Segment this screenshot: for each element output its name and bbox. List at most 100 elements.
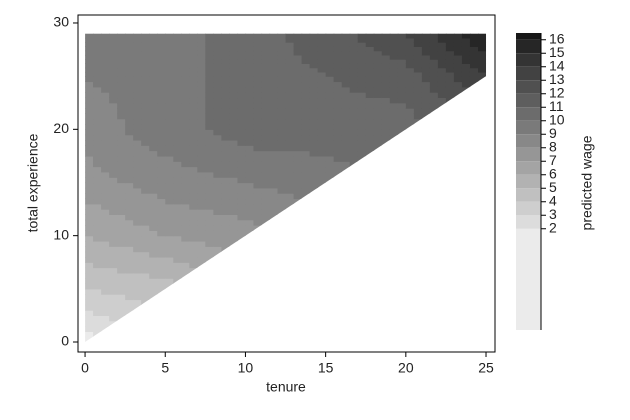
contour-cell: [165, 71, 174, 77]
contour-cell: [205, 145, 214, 152]
contour-cell: [397, 118, 407, 125]
colorbar-band: [516, 174, 541, 189]
contour-cell: [301, 102, 311, 109]
contour-cell: [477, 155, 487, 162]
contour-cell: [309, 262, 319, 269]
contour-cell: [237, 331, 247, 338]
contour-cell: [85, 230, 94, 237]
contour-cell: [93, 198, 102, 205]
contour-cell: [261, 246, 271, 253]
contour-cell: [445, 108, 455, 114]
contour-cell: [133, 262, 142, 269]
contour-cell: [205, 71, 214, 77]
contour-cell: [229, 336, 239, 343]
contour-cell: [85, 113, 94, 120]
contour-cell: [197, 272, 206, 279]
contour-cell: [101, 71, 110, 77]
contour-cell: [213, 331, 222, 338]
contour-cell: [245, 108, 255, 114]
contour-cell: [461, 59, 471, 64]
contour-cell: [93, 288, 102, 295]
contour-cell: [261, 161, 271, 168]
contour-cell: [333, 97, 343, 104]
contour-cell: [189, 33, 198, 39]
contour-cell: [469, 161, 479, 168]
contour-cell: [237, 219, 247, 226]
contour-cell: [133, 161, 142, 168]
contour-cell: [101, 246, 110, 253]
contour-cell: [181, 129, 190, 136]
contour-cell: [285, 278, 295, 285]
contour-cell: [373, 182, 383, 189]
contour-cell: [277, 155, 287, 162]
contour-cell: [333, 209, 343, 215]
contour-cell: [341, 108, 351, 114]
contour-cell: [205, 203, 214, 210]
contour-cell: [93, 108, 102, 114]
contour-cell: [117, 46, 126, 52]
contour-cell: [125, 81, 134, 88]
contour-cell: [237, 171, 247, 178]
contour-cell: [333, 118, 343, 125]
contour-cell: [157, 203, 166, 210]
contour-cell: [373, 171, 383, 178]
contour-cell: [133, 225, 142, 231]
contour-cell: [109, 33, 118, 39]
contour-cell: [429, 54, 439, 60]
contour-cell: [93, 129, 102, 136]
contour-cell: [133, 182, 142, 189]
contour-cell: [269, 124, 279, 130]
contour-cell: [437, 76, 447, 83]
contour-cell: [389, 182, 399, 189]
contour-cell: [221, 171, 231, 178]
contour-cell: [181, 283, 190, 290]
contour-cell: [157, 54, 166, 60]
contour-cell: [309, 214, 319, 221]
contour-cell: [101, 161, 110, 168]
contour-cell: [165, 235, 174, 242]
contour-cell: [301, 76, 311, 83]
contour-cell: [181, 272, 190, 279]
contour-cell: [181, 37, 190, 43]
contour-cell: [269, 225, 279, 231]
contour-cell: [213, 150, 222, 157]
contour-cell: [181, 177, 190, 184]
contour-cell: [93, 214, 102, 221]
contour-cell: [269, 240, 279, 247]
contour-cell: [341, 187, 351, 194]
contour-cell: [165, 267, 174, 274]
contour-cell: [149, 193, 158, 200]
contour-cell: [269, 187, 279, 194]
contour-cell: [101, 177, 110, 184]
contour-cell: [445, 63, 455, 69]
contour-cell: [437, 177, 447, 184]
contour-cell: [357, 155, 367, 162]
contour-cell: [437, 102, 447, 109]
contour-cell: [421, 161, 431, 168]
contour-cell: [357, 81, 367, 88]
contour-cell: [293, 37, 303, 43]
contour-cell: [389, 81, 399, 88]
contour-cell: [317, 187, 327, 194]
contour-cell: [453, 76, 463, 83]
contour-cell: [197, 42, 206, 47]
contour-cell: [421, 124, 431, 130]
contour-cell: [413, 54, 423, 60]
contour-cell: [157, 283, 166, 290]
contour-cell: [205, 251, 214, 258]
contour-cell: [157, 240, 166, 247]
contour-cell: [141, 129, 150, 136]
contour-cell: [269, 59, 279, 64]
contour-cell: [277, 124, 287, 130]
contour-cell: [349, 76, 359, 83]
contour-cell: [277, 272, 287, 279]
contour-cell: [165, 320, 174, 327]
contour-cell: [373, 145, 383, 152]
contour-cell: [221, 320, 231, 327]
contour-cell: [109, 246, 118, 253]
contour-cell: [229, 37, 239, 43]
contour-cell: [117, 108, 126, 114]
contour-cell: [237, 315, 247, 322]
contour-cell: [125, 161, 134, 168]
